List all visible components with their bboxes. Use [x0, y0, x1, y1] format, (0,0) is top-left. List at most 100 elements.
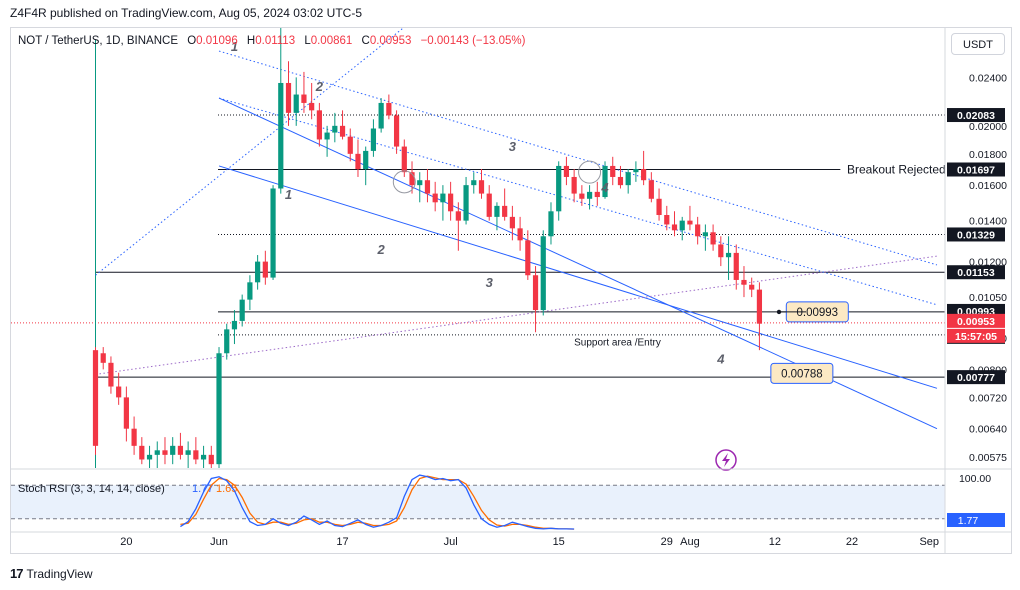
candle-body: [648, 180, 654, 199]
currency-button[interactable]: USDT: [951, 33, 1005, 55]
candle-body: [401, 146, 407, 173]
price-tick-label: 0.00640: [969, 424, 1007, 436]
time-tick-label: Sep: [919, 536, 939, 548]
candle-body: [224, 329, 230, 354]
open-label: O: [187, 35, 197, 47]
lightning-glyph-icon: [722, 453, 730, 467]
stoch-label: Stoch RSI (3, 3, 14, 14, close): [18, 483, 165, 495]
candle-body: [208, 454, 214, 465]
price-tag-bg: [947, 227, 1005, 242]
horizontal-levels-layer: [11, 40, 945, 468]
stoch-d-value: 1.65: [216, 483, 237, 495]
close-value: 0.00953: [369, 35, 412, 47]
candle-body: [478, 180, 485, 194]
symbol-legend: NOT / TetherUS, 1D, BINANCE O0.01096 H0.…: [18, 35, 525, 47]
candle-body: [718, 244, 724, 258]
symbol-label: NOT / TetherUS, 1D, BINANCE: [18, 35, 178, 47]
trend-line: [218, 165, 938, 389]
candle-body: [671, 224, 678, 231]
low-value: 0.00861: [310, 35, 353, 47]
candle-body: [494, 205, 500, 217]
candle-body: [386, 102, 392, 116]
stoch-d-line: [180, 475, 575, 530]
candle-body: [586, 191, 593, 199]
wave-label: 2: [377, 242, 386, 257]
candle-body: [270, 188, 276, 278]
candle-body: [556, 165, 562, 212]
candle-body: [471, 180, 477, 186]
time-tick-label: 22: [846, 536, 858, 548]
candle-body: [370, 128, 377, 151]
candle-body: [540, 236, 546, 311]
close-label: C: [361, 35, 370, 47]
wave-label: 3: [509, 139, 517, 154]
candle-body: [695, 224, 701, 237]
time-tick-label: 20: [120, 536, 132, 548]
price-tick-label: 0.00575: [969, 452, 1007, 464]
candle-body: [417, 180, 423, 186]
candle-body: [154, 450, 160, 455]
wave-label: 3: [486, 275, 494, 290]
time-tick-label: 12: [769, 536, 781, 548]
candle-body: [448, 193, 454, 212]
price-tag-bg: [947, 162, 1005, 177]
trend-line: [95, 255, 938, 375]
candle-body: [625, 172, 631, 186]
brand-name: TradingView: [26, 566, 93, 581]
price-tick-label: 0.01800: [969, 149, 1007, 161]
price-tag-label: 0.01153: [957, 267, 995, 279]
candle-body: [594, 191, 600, 198]
footer-brand: 17 TradingView: [10, 566, 93, 581]
time-tick-label: 17: [336, 536, 348, 548]
candle-body: [200, 454, 207, 460]
candle-body: [664, 215, 670, 225]
trend-line: [218, 97, 938, 306]
candle-body: [517, 228, 523, 241]
price-tag-bg: [947, 313, 1005, 328]
price-tag-label: 0.01329: [957, 229, 995, 241]
high-value: 0.01113: [255, 35, 296, 47]
candle-body: [347, 136, 353, 154]
price-callout-box: [770, 362, 834, 384]
candle-body: [532, 275, 539, 311]
price-tag-label: 15:57:05: [955, 331, 997, 343]
wave-label: 1: [231, 39, 238, 54]
price-tick-label: 0.01050: [969, 292, 1007, 304]
wave-label: 4: [600, 180, 609, 195]
price-tick-label: 0.02400: [969, 72, 1007, 84]
wave-label: 2: [315, 79, 324, 94]
candle-body: [309, 102, 315, 111]
stoch-k-line: [180, 474, 575, 530]
price-tick-label: 0.01600: [969, 180, 1007, 192]
candle-body: [424, 180, 431, 194]
candle-body: [432, 193, 438, 203]
candle-body: [116, 386, 122, 398]
price-tick-label: 0.01400: [969, 216, 1007, 228]
time-tick-label: 15: [553, 536, 565, 548]
candle-body: [301, 94, 307, 103]
candle-body: [162, 450, 168, 455]
candle-body: [285, 82, 292, 113]
price-tag-bg: [947, 265, 1005, 280]
candle-body: [525, 240, 531, 276]
price-tag-bg: [947, 370, 1005, 385]
candle-body: [455, 211, 461, 221]
candle-body: [725, 252, 732, 258]
annotation-bg: [840, 160, 953, 177]
candle-body: [548, 211, 554, 237]
price-tags-layer: 1.770.020830.016970.013290.011530.009930…: [947, 108, 1005, 527]
candle-body: [185, 450, 191, 455]
trend-line: [218, 50, 938, 266]
candle-body: [602, 165, 608, 198]
callout-dot: [776, 309, 782, 315]
axes-layer: 0.024000.020000.018000.016000.014000.012…: [11, 28, 1012, 553]
annotation-text: Support area /Entry: [574, 338, 661, 349]
candle-body: [100, 353, 106, 363]
wave-label: 4: [716, 351, 725, 366]
candle-body: [239, 299, 245, 321]
time-tick-label: Aug: [680, 536, 700, 548]
open-value: 0.01096: [196, 35, 238, 47]
annotations-layer: 1 2 3 4 1 2 3 4 Breakout Rejected Support area /E…: [18, 39, 953, 495]
candle-body: [146, 454, 153, 460]
